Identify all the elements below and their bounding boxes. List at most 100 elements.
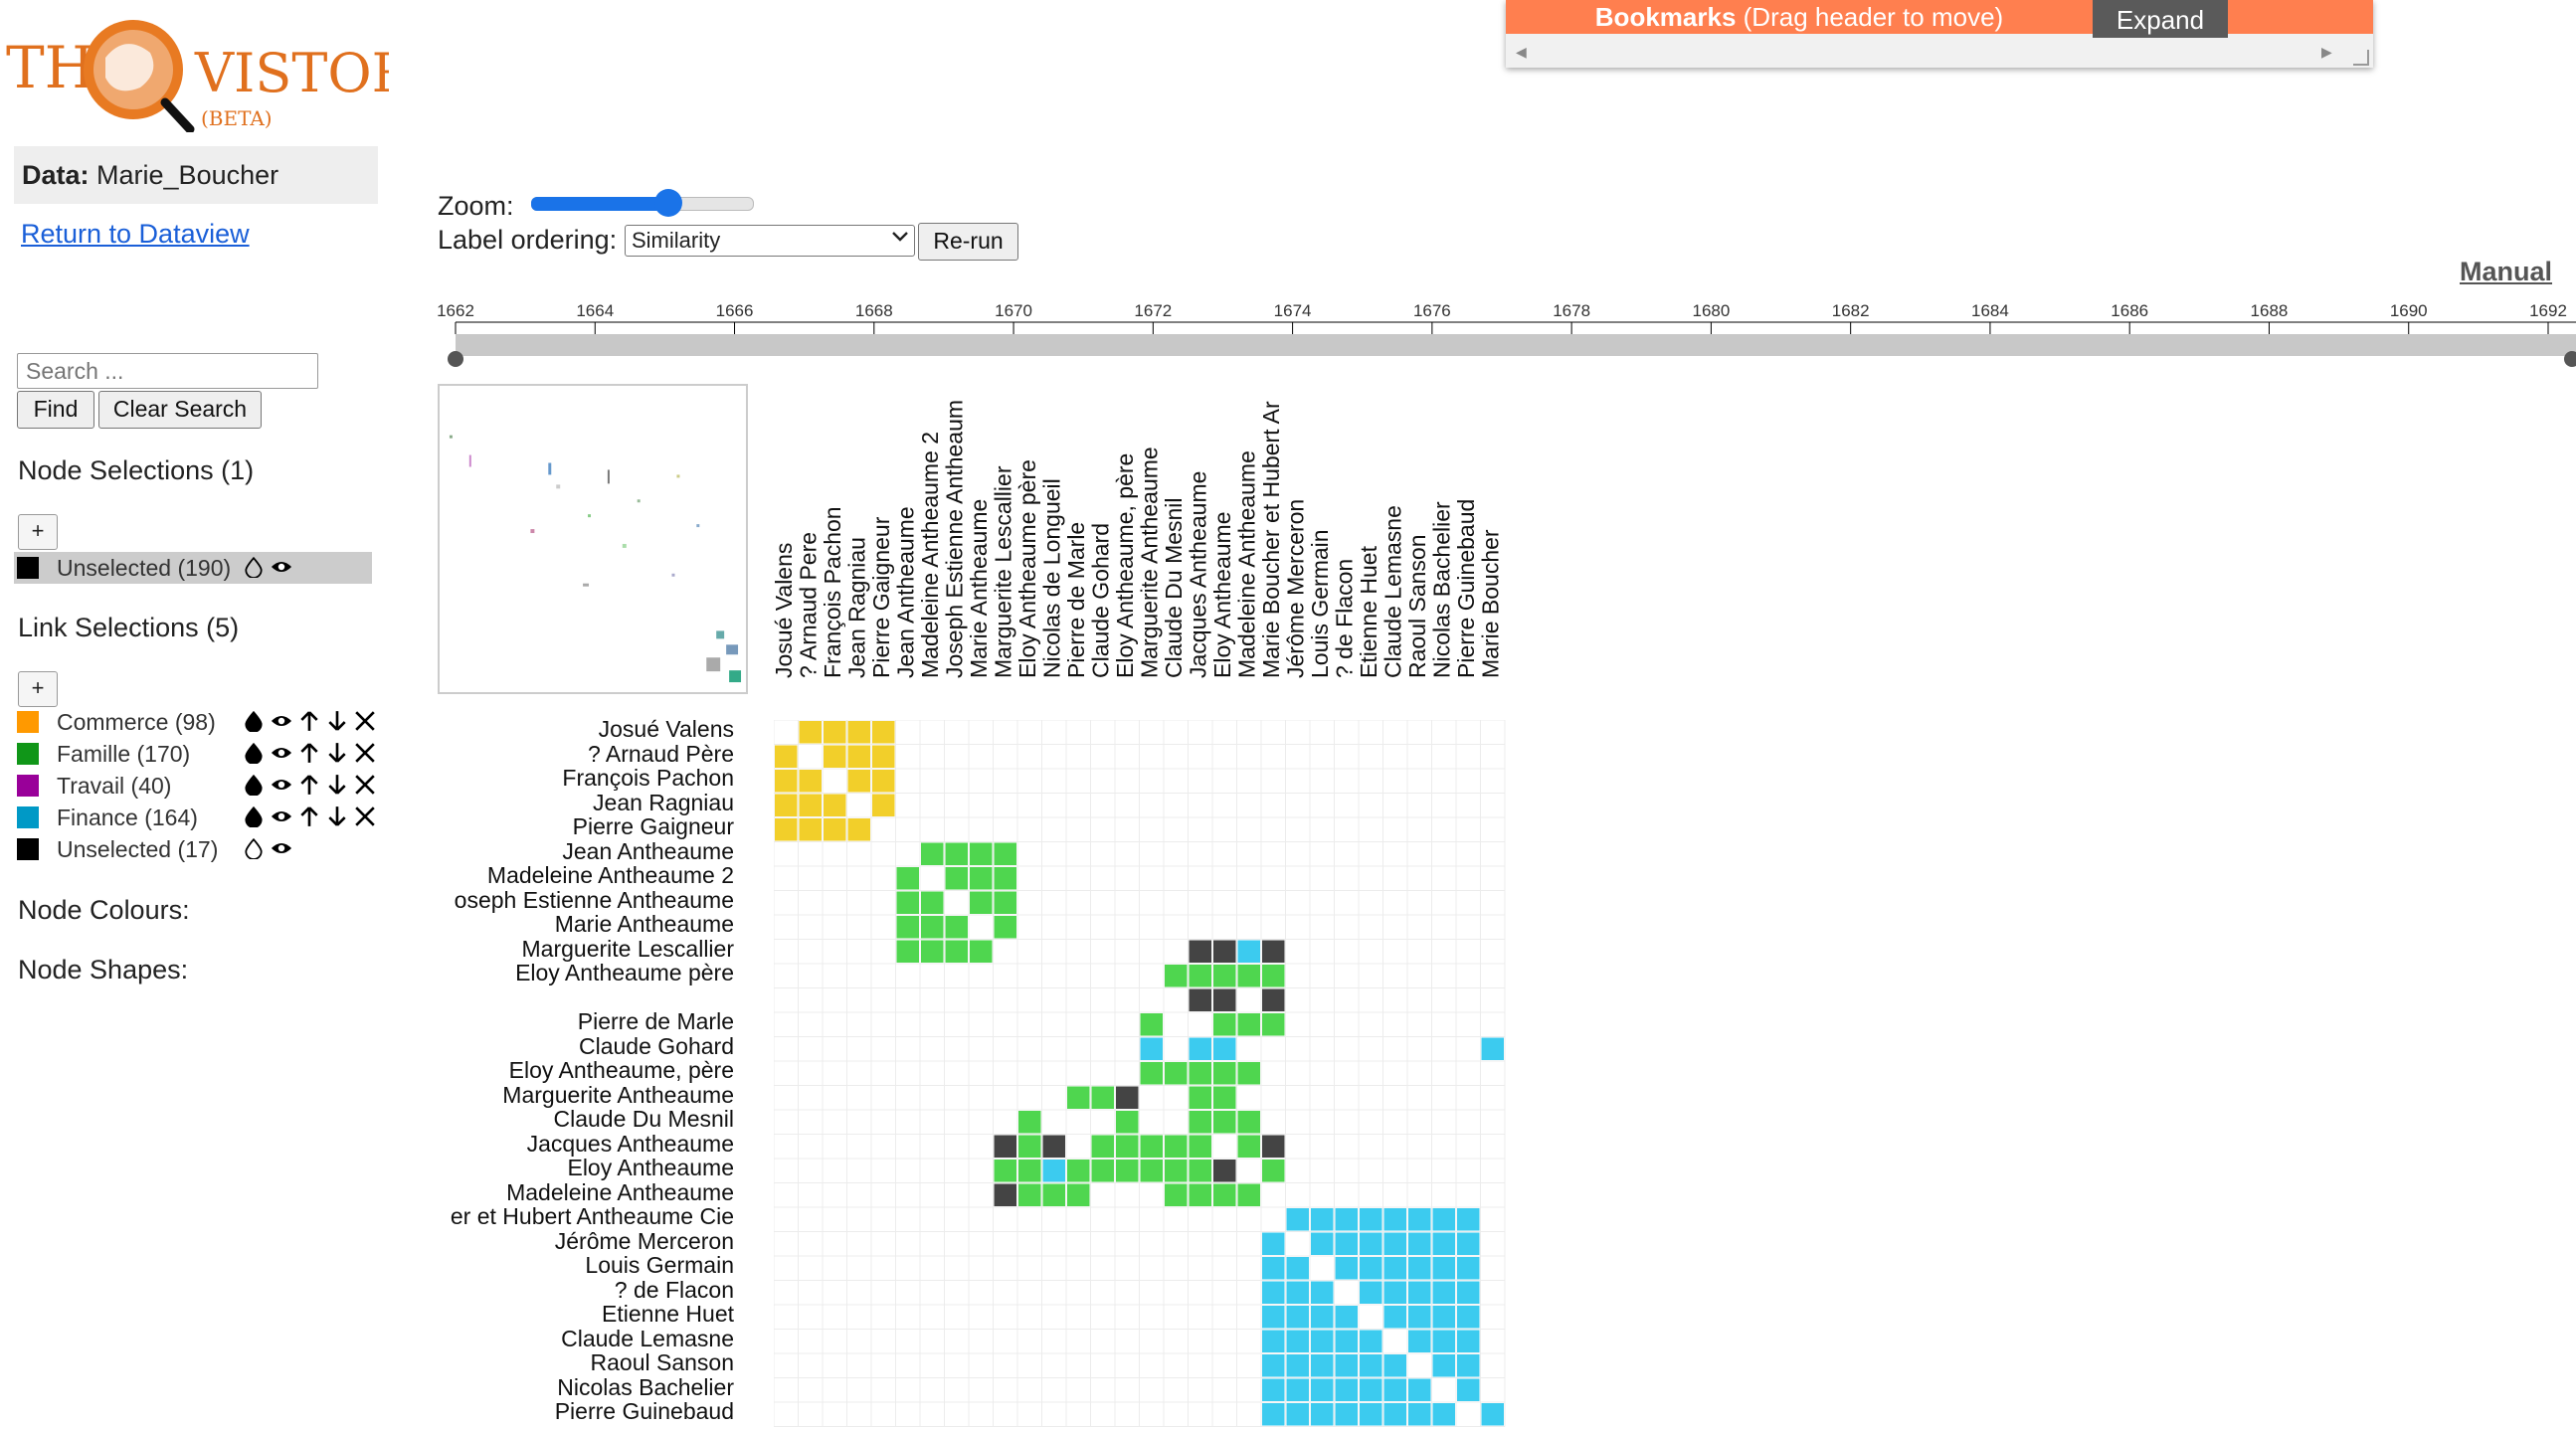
arrow-up-icon[interactable]	[298, 805, 320, 827]
matrix-cell[interactable]	[1018, 1135, 1041, 1159]
matrix-cell[interactable]	[1432, 1281, 1456, 1305]
matrix-cell[interactable]	[1457, 1232, 1480, 1256]
matrix-cell[interactable]	[921, 842, 944, 866]
matrix-cell[interactable]	[994, 842, 1017, 866]
matrix-cell[interactable]	[1457, 1208, 1480, 1231]
search-input[interactable]	[17, 353, 318, 389]
matrix-column-label[interactable]: Marguerite Lescallier	[991, 465, 1016, 678]
matrix-cell[interactable]	[921, 916, 944, 939]
matrix-cell[interactable]	[1140, 1062, 1164, 1085]
matrix-cell[interactable]	[1262, 1354, 1285, 1377]
matrix-cell[interactable]	[1360, 1378, 1382, 1402]
matrix-cell[interactable]	[1165, 1062, 1188, 1085]
matrix-column-label[interactable]: Pierre Gaigneur	[868, 516, 894, 678]
matrix-cell[interactable]	[1189, 940, 1212, 964]
matrix-row-label[interactable]: Marie Antheaume	[554, 911, 734, 937]
matrix-cell[interactable]	[1189, 1111, 1212, 1134]
matrix-row-label[interactable]: oseph Estienne Antheaume	[454, 886, 734, 913]
matrix-cell[interactable]	[1286, 1403, 1310, 1426]
resize-handle-icon[interactable]	[2353, 50, 2369, 66]
matrix-column-label[interactable]: François Pachon	[820, 506, 845, 678]
matrix-row-label[interactable]: ? de Flacon	[614, 1276, 734, 1303]
matrix-cell[interactable]	[1042, 1160, 1066, 1182]
matrix-row-label[interactable]: Pierre Gaigneur	[572, 813, 734, 839]
matrix-cell[interactable]	[1116, 1111, 1139, 1134]
close-icon[interactable]	[354, 774, 376, 796]
matrix-cell[interactable]	[1432, 1306, 1456, 1329]
matrix-cell[interactable]	[945, 842, 969, 866]
matrix-column-label[interactable]: Josué Valens	[771, 543, 797, 678]
matrix-cell[interactable]	[1432, 1257, 1456, 1280]
matrix-cell[interactable]	[896, 891, 920, 915]
matrix-cell[interactable]	[921, 891, 944, 915]
matrix-cell[interactable]	[945, 867, 969, 890]
matrix-cell[interactable]	[1457, 1378, 1480, 1402]
matrix-cell[interactable]	[970, 940, 993, 964]
matrix-cell[interactable]	[1067, 1086, 1090, 1110]
zoom-slider-thumb[interactable]	[654, 189, 682, 217]
matrix-cell[interactable]	[1262, 1330, 1285, 1353]
matrix-cell[interactable]	[1311, 1306, 1334, 1329]
matrix-cell[interactable]	[1237, 1111, 1261, 1134]
matrix-cell[interactable]	[1360, 1281, 1382, 1305]
matrix-cell[interactable]	[1189, 1062, 1212, 1085]
drop-icon[interactable]	[243, 774, 265, 796]
matrix-cell[interactable]	[1311, 1208, 1334, 1231]
matrix-cell[interactable]	[1432, 1354, 1456, 1377]
matrix-column-label[interactable]: Jérôme Merceron	[1283, 499, 1309, 678]
matrix-cell[interactable]	[824, 721, 846, 744]
matrix-cell[interactable]	[824, 794, 846, 817]
matrix-cell[interactable]	[1067, 1183, 1090, 1207]
matrix-cell[interactable]	[1262, 1378, 1285, 1402]
matrix-cell[interactable]	[1213, 1013, 1236, 1036]
matrix-row-label[interactable]: Marguerite Antheaume	[502, 1081, 734, 1108]
matrix-row-label[interactable]: Eloy Antheaume père	[515, 960, 734, 985]
matrix-cell[interactable]	[1116, 1160, 1139, 1182]
matrix-cell[interactable]	[1189, 988, 1212, 1012]
bookmarks-header-right[interactable]	[2228, 0, 2373, 34]
matrix-cell[interactable]	[847, 770, 871, 793]
matrix-cell[interactable]	[1237, 1135, 1261, 1159]
matrix-cell[interactable]	[1286, 1330, 1310, 1353]
matrix-row-label[interactable]: Pierre Guinebaud	[554, 1398, 734, 1424]
matrix-cell[interactable]	[1432, 1330, 1456, 1353]
matrix-row-label[interactable]: François Pachon	[562, 765, 734, 791]
link-selection-row[interactable]: Famille (170)	[17, 739, 190, 769]
drop-icon[interactable]	[243, 710, 265, 732]
matrix-cell[interactable]	[1311, 1378, 1334, 1402]
adjacency-matrix[interactable]	[774, 720, 1510, 1431]
arrow-down-icon[interactable]	[326, 774, 348, 796]
matrix-cell[interactable]	[1457, 1354, 1480, 1377]
matrix-cell[interactable]	[1383, 1257, 1407, 1280]
matrix-cell[interactable]	[1383, 1403, 1407, 1426]
matrix-cell[interactable]	[1213, 1111, 1236, 1134]
matrix-cell[interactable]	[1165, 965, 1188, 987]
matrix-cell[interactable]	[1408, 1257, 1431, 1280]
link-selection-row[interactable]: Travail (40)	[17, 771, 171, 801]
matrix-row-label[interactable]: Nicolas Bachelier	[557, 1373, 734, 1400]
link-selection-row[interactable]: Commerce (98)	[17, 707, 216, 737]
matrix-cell[interactable]	[1262, 1306, 1285, 1329]
matrix-cell[interactable]	[1189, 1037, 1212, 1061]
matrix-cell[interactable]	[775, 745, 798, 769]
matrix-cell[interactable]	[799, 770, 823, 793]
matrix-cell[interactable]	[1091, 1135, 1115, 1159]
arrow-down-icon[interactable]	[326, 742, 348, 764]
matrix-column-label[interactable]: Eloy Antheaume, père	[1112, 453, 1138, 678]
eye-icon[interactable]	[271, 805, 292, 827]
matrix-cell[interactable]	[1335, 1232, 1359, 1256]
matrix-cell[interactable]	[1408, 1306, 1431, 1329]
matrix-cell[interactable]	[1383, 1232, 1407, 1256]
matrix-cell[interactable]	[1165, 1135, 1188, 1159]
matrix-cell[interactable]	[1335, 1306, 1359, 1329]
matrix-cell[interactable]	[1140, 1135, 1164, 1159]
matrix-cell[interactable]	[775, 770, 798, 793]
matrix-column-label[interactable]: Madeleine Antheaume 2	[917, 432, 943, 678]
close-icon[interactable]	[354, 742, 376, 764]
matrix-cell[interactable]	[970, 842, 993, 866]
matrix-cell[interactable]	[994, 867, 1017, 890]
matrix-cell[interactable]	[1408, 1330, 1431, 1353]
matrix-cell[interactable]	[921, 940, 944, 964]
matrix-cell[interactable]	[1189, 1086, 1212, 1110]
matrix-cell[interactable]	[1140, 1160, 1164, 1182]
